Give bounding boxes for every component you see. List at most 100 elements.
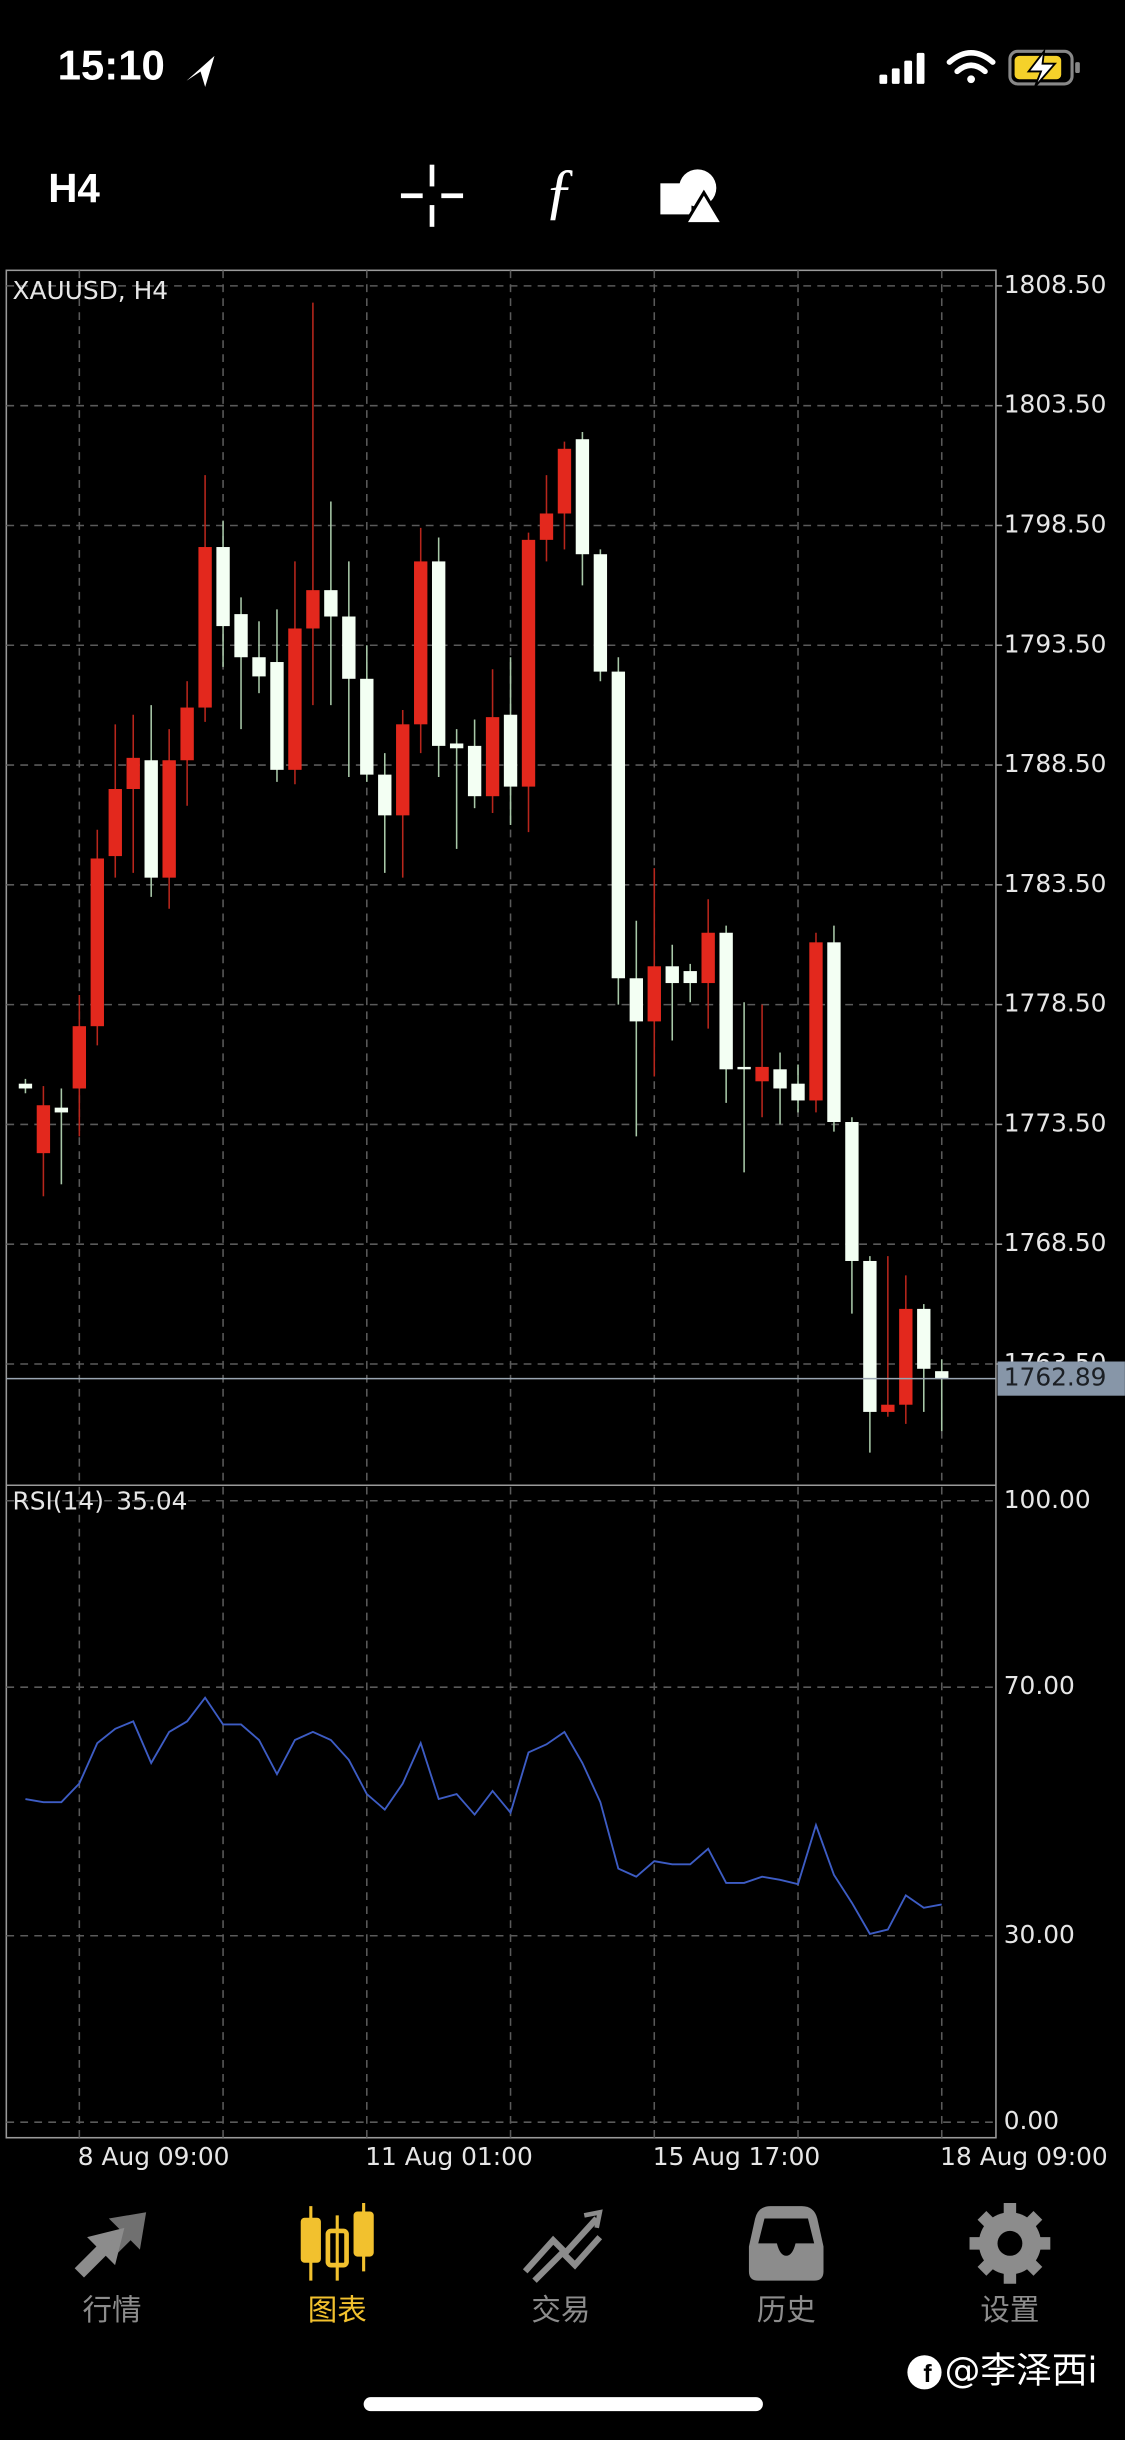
y-tick-label: 100.00 xyxy=(1004,1485,1091,1514)
candle-up xyxy=(701,932,715,984)
x-tick-label: 18 Aug 09:00 xyxy=(940,2142,1108,2171)
trade-icon[interactable] xyxy=(522,2209,603,2283)
wifi-icon xyxy=(946,50,996,84)
tab-label[interactable]: 交易 xyxy=(531,2293,590,2327)
rsi-name: RSI(14) xyxy=(13,1486,104,1515)
candle-down xyxy=(18,1083,33,1089)
y-tick-label: 30.00 xyxy=(1004,1920,1075,1949)
x-tick-label: 11 Aug 01:00 xyxy=(365,2142,533,2171)
candle-up xyxy=(521,539,536,787)
candle-down xyxy=(917,1308,931,1369)
candle-up xyxy=(288,628,302,770)
chart-frame xyxy=(5,269,997,2139)
candle-down xyxy=(665,966,679,984)
candle-up xyxy=(108,789,122,857)
y-tick-label: 1778.50 xyxy=(1004,989,1107,1018)
crosshair-button[interactable] xyxy=(400,164,464,227)
candle-down xyxy=(719,932,733,1070)
candle-up xyxy=(36,1105,51,1154)
settings-icon[interactable] xyxy=(969,2202,1051,2284)
candle-down xyxy=(611,671,626,979)
candle-down xyxy=(845,1122,859,1261)
candle-down xyxy=(575,439,590,555)
candle-up xyxy=(72,1026,87,1089)
signal-icon xyxy=(879,52,925,84)
tab-label[interactable]: 行情 xyxy=(82,2293,141,2327)
candle-down xyxy=(54,1107,69,1113)
x-tick-label: 15 Aug 17:00 xyxy=(653,2142,821,2171)
tab-label[interactable]: 历史 xyxy=(757,2293,816,2327)
tab-label[interactable]: 图表 xyxy=(308,2293,367,2327)
y-tick-label: 1798.50 xyxy=(1004,509,1107,538)
candle-down xyxy=(467,745,482,797)
candle-up xyxy=(162,760,176,878)
quotes-icon[interactable] xyxy=(74,2212,147,2278)
candle-down xyxy=(216,547,230,627)
candle-down xyxy=(431,561,446,746)
history-icon[interactable] xyxy=(748,2206,824,2281)
y-tick-label: 1808.50 xyxy=(1004,270,1107,299)
tab-bar: 行情 图表 交易 历史 设置 xyxy=(82,2293,1039,2327)
y-tick-label: 1768.50 xyxy=(1004,1228,1107,1257)
candle-up xyxy=(396,724,410,816)
y-tick-label: 1783.50 xyxy=(1004,869,1107,898)
y-tick-label: 1803.50 xyxy=(1004,390,1107,419)
candle-up xyxy=(881,1404,895,1412)
objects-button[interactable] xyxy=(660,169,726,226)
candle-up xyxy=(539,513,554,540)
rsi-last-value: 35.04 xyxy=(116,1486,187,1515)
candle-down xyxy=(593,554,608,672)
candle-up xyxy=(198,547,212,708)
current-price-badge xyxy=(997,1361,1125,1396)
candle-down xyxy=(252,657,266,677)
candle-down xyxy=(503,714,518,787)
indicator-button[interactable]: ƒ xyxy=(544,158,575,226)
candle-down xyxy=(360,678,374,775)
candle-up xyxy=(647,966,661,1022)
watermark: @李泽西i xyxy=(945,2350,1098,2391)
candle-down xyxy=(449,743,464,749)
candle-up xyxy=(899,1308,913,1405)
candle-up xyxy=(414,561,428,725)
candle-down xyxy=(234,614,248,658)
home-indicator xyxy=(363,2397,763,2412)
watermark-logo-letter: f xyxy=(923,2361,932,2388)
candle-up xyxy=(557,448,572,514)
y-tick-label: 1773.50 xyxy=(1004,1108,1107,1137)
candle-down xyxy=(629,978,643,1022)
plot: 1763.501768.501773.501778.501783.501788.… xyxy=(6,270,1125,2171)
candle-up xyxy=(126,757,140,790)
chart-title: XAUUSD, H4 xyxy=(13,276,169,305)
y-tick-label: 1788.50 xyxy=(1004,749,1107,778)
candle-up xyxy=(809,942,823,1101)
candle-up xyxy=(306,590,320,629)
candle-down xyxy=(773,1069,787,1089)
candle-up xyxy=(485,717,500,797)
rsi-line xyxy=(25,1696,942,1935)
y-tick-label: 0.00 xyxy=(1004,2106,1059,2135)
candle-up xyxy=(180,707,194,761)
candle-down xyxy=(863,1260,877,1412)
timeframe[interactable]: H4 xyxy=(48,165,100,211)
candle-down xyxy=(342,616,356,679)
rsi-title: RSI(14) 35.04 xyxy=(13,1486,188,1515)
candle-down xyxy=(144,760,158,878)
candle-down xyxy=(324,590,338,617)
candle-down xyxy=(378,774,392,816)
chart-icon[interactable] xyxy=(300,2202,374,2281)
battery-icon xyxy=(1008,47,1080,88)
tab-label[interactable]: 设置 xyxy=(980,2293,1039,2327)
x-tick-label: 8 Aug 09:00 xyxy=(78,2142,230,2171)
location-icon xyxy=(186,55,215,87)
candle-down xyxy=(935,1371,949,1379)
y-tick-label: 1793.50 xyxy=(1004,629,1107,658)
candle-down xyxy=(683,971,697,984)
status-time: 15:10 xyxy=(58,41,165,88)
y-tick-label: 70.00 xyxy=(1004,1671,1075,1700)
candle-up xyxy=(755,1066,769,1082)
candle-up xyxy=(90,858,104,1027)
candle-down xyxy=(791,1083,805,1101)
candle-down xyxy=(270,662,284,770)
